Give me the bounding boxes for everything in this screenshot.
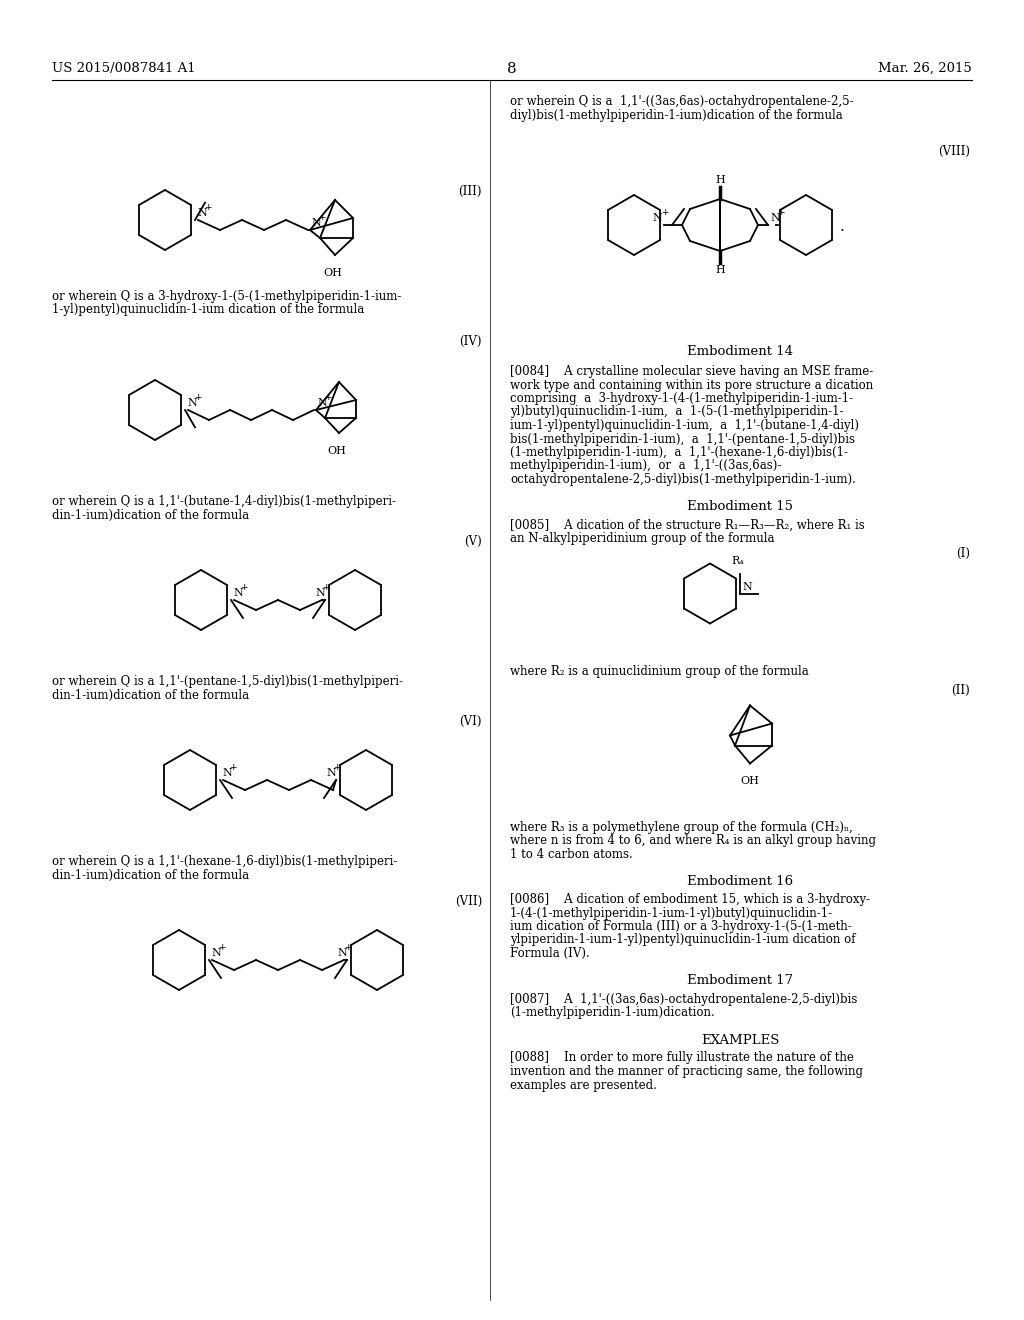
Text: ium dication of Formula (III) or a 3-hydroxy-1-(5-(1-meth-: ium dication of Formula (III) or a 3-hyd…: [510, 920, 852, 933]
Text: invention and the manner of practicing same, the following: invention and the manner of practicing s…: [510, 1065, 863, 1078]
Text: (VI): (VI): [460, 715, 482, 729]
Text: ium-1-yl)pentyl)quinuclidin-1-ium,  a  1,1'-(butane-1,4-diyl): ium-1-yl)pentyl)quinuclidin-1-ium, a 1,1…: [510, 418, 859, 432]
Text: Embodiment 15: Embodiment 15: [687, 500, 793, 513]
Text: (IV): (IV): [460, 335, 482, 348]
Text: Embodiment 16: Embodiment 16: [687, 875, 793, 888]
Text: 1 to 4 carbon atoms.: 1 to 4 carbon atoms.: [510, 847, 633, 861]
Text: OH: OH: [324, 268, 342, 279]
Text: +: +: [777, 209, 784, 216]
Text: yl)butyl)quinuclidin-1-ium,  a  1-(5-(1-methylpiperidin-1-: yl)butyl)quinuclidin-1-ium, a 1-(5-(1-me…: [510, 405, 844, 418]
Text: 8: 8: [507, 62, 517, 77]
Text: (VII): (VII): [455, 895, 482, 908]
Text: or wherein Q is a  1,1'-((3as,6as)-octahydropentalene-2,5-: or wherein Q is a 1,1'-((3as,6as)-octahy…: [510, 95, 854, 108]
Text: N: N: [326, 768, 336, 777]
Text: (I): (I): [956, 546, 970, 560]
Text: comprising  a  3-hydroxy-1-(4-(1-methylpiperidin-1-ium-1-: comprising a 3-hydroxy-1-(4-(1-methylpip…: [510, 392, 853, 405]
Text: N: N: [337, 948, 347, 958]
Text: or wherein Q is a 1,1'-(butane-1,4-diyl)bis(1-methylpiperi-: or wherein Q is a 1,1'-(butane-1,4-diyl)…: [52, 495, 396, 508]
Text: N: N: [187, 399, 197, 408]
Text: where n is from 4 to 6, and where R₄ is an alkyl group having: where n is from 4 to 6, and where R₄ is …: [510, 834, 876, 847]
Text: OH: OH: [328, 446, 346, 455]
Text: R₄: R₄: [731, 556, 744, 565]
Text: or wherein Q is a 3-hydroxy-1-(5-(1-methylpiperidin-1-ium-: or wherein Q is a 3-hydroxy-1-(5-(1-meth…: [52, 290, 401, 304]
Text: +: +: [662, 209, 669, 216]
Text: work type and containing within its pore structure a dication: work type and containing within its pore…: [510, 379, 873, 392]
Text: N: N: [315, 587, 325, 598]
Text: diyl)bis(1-methylpiperidin-1-ium)dication of the formula: diyl)bis(1-methylpiperidin-1-ium)dicatio…: [510, 108, 843, 121]
Text: methylpiperidin-1-ium),  or  a  1,1'-((3as,6as)-: methylpiperidin-1-ium), or a 1,1'-((3as,…: [510, 459, 781, 473]
Text: +: +: [204, 203, 212, 213]
Text: [0086]    A dication of embodiment 15, which is a 3-hydroxy-: [0086] A dication of embodiment 15, whic…: [510, 894, 870, 906]
Text: 1-yl)pentyl)quinuclidin-1-ium dication of the formula: 1-yl)pentyl)quinuclidin-1-ium dication o…: [52, 304, 365, 317]
Text: (III): (III): [459, 185, 482, 198]
Text: where R₂ is a quinuclidinium group of the formula: where R₂ is a quinuclidinium group of th…: [510, 665, 809, 678]
Text: octahydropentalene-2,5-diyl)bis(1-methylpiperidin-1-ium).: octahydropentalene-2,5-diyl)bis(1-methyl…: [510, 473, 856, 486]
Text: bis(1-methylpiperidin-1-ium),  a  1,1'-(pentane-1,5-diyl)bis: bis(1-methylpiperidin-1-ium), a 1,1'-(pe…: [510, 433, 855, 446]
Text: N: N: [770, 213, 779, 223]
Text: Mar. 26, 2015: Mar. 26, 2015: [879, 62, 972, 75]
Text: US 2015/0087841 A1: US 2015/0087841 A1: [52, 62, 196, 75]
Text: examples are presented.: examples are presented.: [510, 1078, 656, 1092]
Text: or wherein Q is a 1,1'-(hexane-1,6-diyl)bis(1-methylpiperi-: or wherein Q is a 1,1'-(hexane-1,6-diyl)…: [52, 855, 397, 869]
Text: where R₃ is a polymethylene group of the formula (CH₂)ₙ,: where R₃ is a polymethylene group of the…: [510, 821, 853, 833]
Text: Embodiment 17: Embodiment 17: [687, 974, 793, 987]
Text: ylpiperidin-1-ium-1-yl)pentyl)quinuclidin-1-ium dication of: ylpiperidin-1-ium-1-yl)pentyl)quinuclidi…: [510, 933, 855, 946]
Text: +: +: [218, 942, 225, 952]
Text: N: N: [197, 209, 207, 218]
Text: (1-methylpiperidin-1-ium),  a  1,1'-(hexane-1,6-diyl)bis(1-: (1-methylpiperidin-1-ium), a 1,1'-(hexan…: [510, 446, 848, 459]
Text: Formula (IV).: Formula (IV).: [510, 946, 590, 960]
Text: +: +: [240, 583, 248, 591]
Text: [0084]    A crystalline molecular sieve having an MSE frame-: [0084] A crystalline molecular sieve hav…: [510, 366, 873, 378]
Text: OH: OH: [740, 776, 760, 785]
Text: (1-methylpiperidin-1-ium)dication.: (1-methylpiperidin-1-ium)dication.: [510, 1006, 715, 1019]
Text: N: N: [211, 948, 221, 958]
Text: .: .: [840, 220, 845, 234]
Text: N: N: [233, 587, 243, 598]
Text: +: +: [333, 763, 341, 772]
Text: din-1-ium)dication of the formula: din-1-ium)dication of the formula: [52, 689, 249, 701]
Text: an N-alkylpiperidinium group of the formula: an N-alkylpiperidinium group of the form…: [510, 532, 774, 545]
Text: +: +: [322, 583, 330, 591]
Text: (VIII): (VIII): [938, 145, 970, 158]
Text: din-1-ium)dication of the formula: din-1-ium)dication of the formula: [52, 508, 249, 521]
Text: N: N: [317, 399, 327, 408]
Text: [0088]    In order to more fully illustrate the nature of the: [0088] In order to more fully illustrate…: [510, 1052, 854, 1064]
Text: or wherein Q is a 1,1'-(pentane-1,5-diyl)bis(1-methylpiperi-: or wherein Q is a 1,1'-(pentane-1,5-diyl…: [52, 675, 403, 688]
Text: H: H: [715, 176, 725, 185]
Text: N: N: [311, 218, 321, 228]
Text: +: +: [229, 763, 237, 772]
Text: +: +: [194, 393, 202, 403]
Text: [0087]    A  1,1'-((3as,6as)-octahydropentalene-2,5-diyl)bis: [0087] A 1,1'-((3as,6as)-octahydropental…: [510, 993, 857, 1006]
Text: +: +: [324, 393, 332, 403]
Text: Embodiment 14: Embodiment 14: [687, 345, 793, 358]
Text: N: N: [652, 213, 662, 223]
Text: 1-(4-(1-methylpiperidin-1-ium-1-yl)butyl)quinuclidin-1-: 1-(4-(1-methylpiperidin-1-ium-1-yl)butyl…: [510, 907, 834, 920]
Text: EXAMPLES: EXAMPLES: [700, 1034, 779, 1047]
Text: H: H: [715, 265, 725, 275]
Text: +: +: [344, 942, 351, 952]
Text: (II): (II): [951, 684, 970, 697]
Text: N: N: [222, 768, 231, 777]
Text: [0085]    A dication of the structure R₁—R₃—R₂, where R₁ is: [0085] A dication of the structure R₁—R₃…: [510, 519, 864, 532]
Text: din-1-ium)dication of the formula: din-1-ium)dication of the formula: [52, 869, 249, 882]
Text: +: +: [318, 213, 326, 222]
Text: N: N: [742, 582, 752, 591]
Text: (V): (V): [464, 535, 482, 548]
